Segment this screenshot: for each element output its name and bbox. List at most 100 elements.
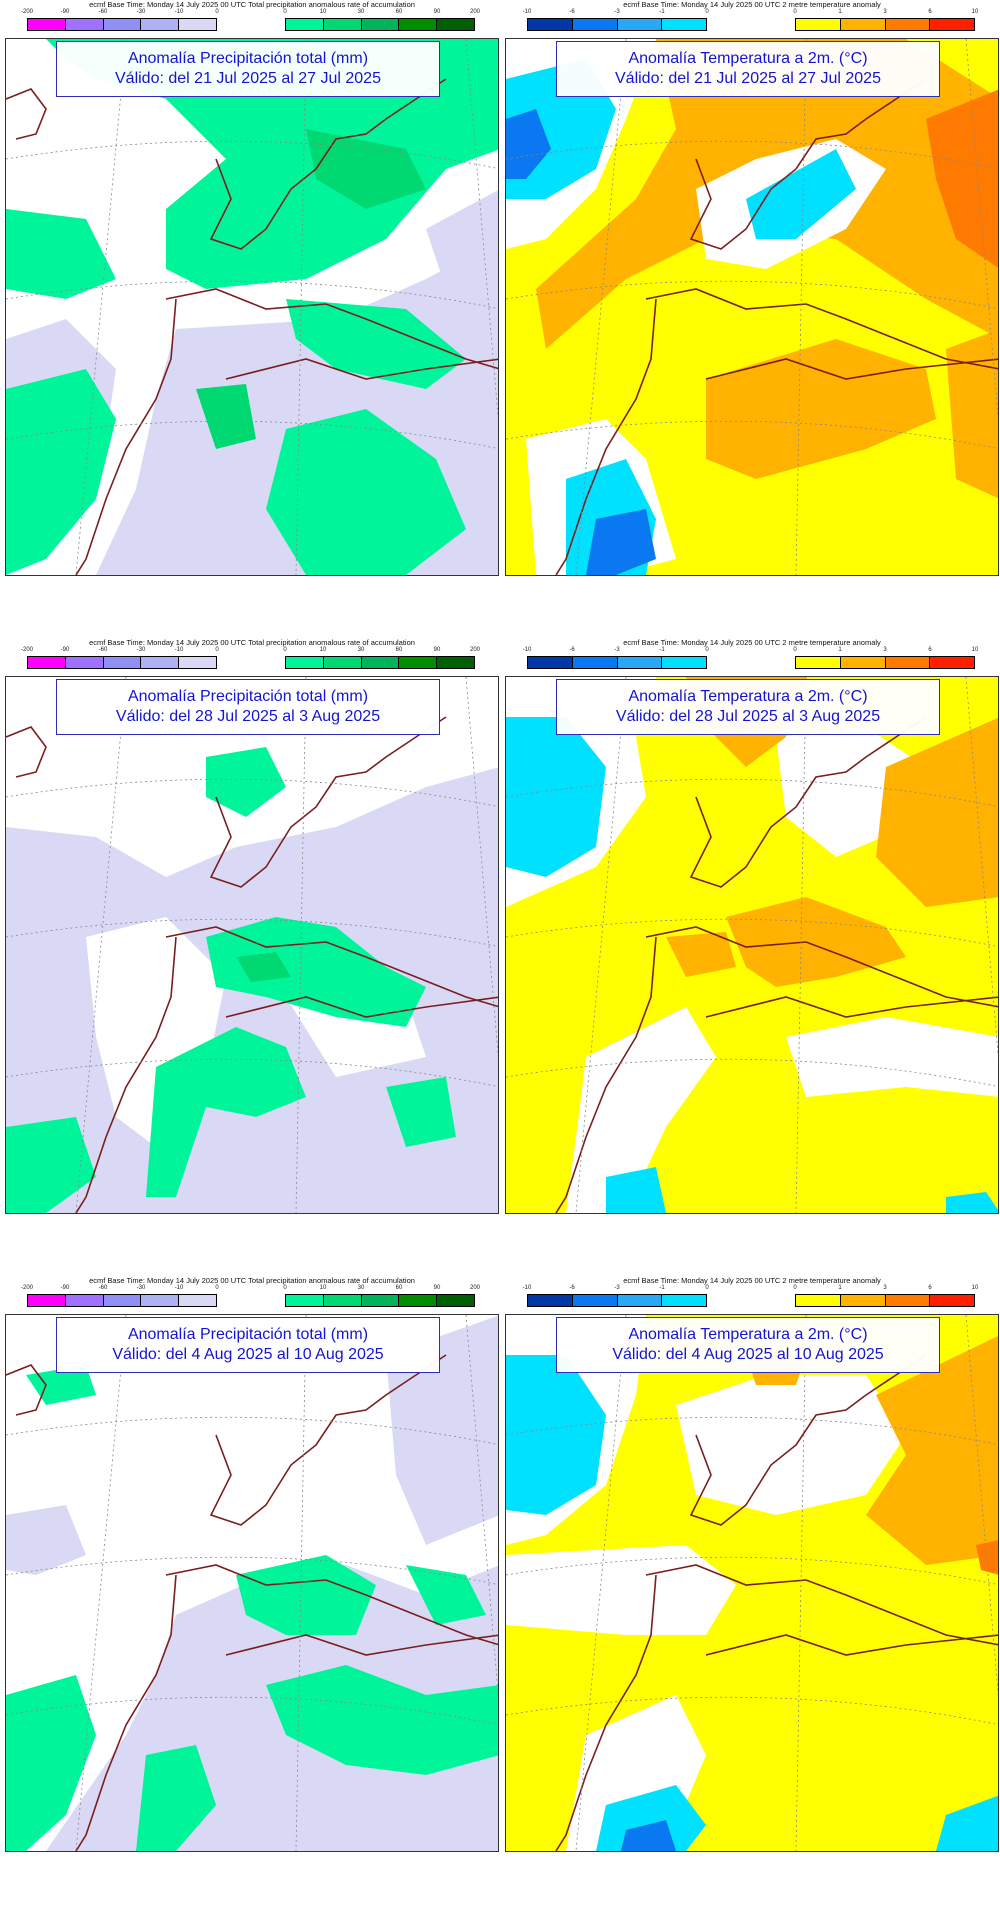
colorbar-tick: -10 — [174, 647, 184, 653]
coastline — [165, 1564, 498, 1646]
panel-title-box: Anomalía Precipitación total (mm) Válido… — [56, 1317, 440, 1373]
colorbar-swatch — [437, 657, 474, 668]
precip-map[interactable]: Anomalía Precipitación total (mm) Válido… — [5, 38, 499, 576]
colorbar-swatches — [27, 656, 217, 669]
colorbar-swatch — [930, 657, 974, 668]
temp-map[interactable]: Anomalía Temperatura a 2m. (°C) Válido: … — [505, 1314, 999, 1852]
precip-surplus-area — [6, 1117, 96, 1213]
temp-colorbar: ecmf Base Time: Monday 14 July 2025 00 U… — [505, 0, 999, 38]
colorbar-tick: 90 — [433, 1285, 441, 1291]
colorbar-swatches — [285, 18, 475, 31]
coastline — [75, 936, 177, 1213]
coastline — [6, 1364, 47, 1416]
coastline — [555, 298, 657, 575]
coastline — [75, 1574, 177, 1851]
colorbar-swatch — [141, 1295, 180, 1306]
temp-warm-area — [876, 717, 998, 907]
temp-warm-area — [726, 897, 906, 987]
temp-colorbar: ecmf Base Time: Monday 14 July 2025 00 U… — [505, 638, 999, 676]
colorbar-tick: -30 — [136, 1285, 146, 1291]
graticule — [465, 677, 498, 1059]
temp-cool-area — [946, 1192, 998, 1213]
colorbar-swatch — [662, 657, 706, 668]
colorbar-tick: 30 — [357, 9, 365, 15]
precip-panel-week3: ecmf Base Time: Monday 14 July 2025 00 U… — [5, 1276, 499, 1876]
colorbar-tick: -3 — [614, 9, 620, 15]
colorbar-swatch — [65, 657, 104, 668]
temp-anomaly-field — [506, 677, 998, 1213]
graticule — [795, 39, 807, 575]
coastline — [705, 358, 998, 380]
colorbar-tick: 3 — [883, 647, 887, 653]
graticule — [465, 1315, 498, 1697]
colorbar-tick: 1 — [838, 1285, 842, 1291]
colorbar-swatches — [27, 1294, 217, 1307]
coastline — [689, 78, 927, 250]
temp-cool-area — [746, 149, 856, 239]
colorbar-positive: 0 1 3 6 10 — [793, 1285, 978, 1313]
precip-panel-week2: ecmf Base Time: Monday 14 July 2025 00 U… — [5, 638, 499, 1238]
temp-anomaly-field — [506, 1315, 998, 1851]
colorbar-swatches — [285, 656, 475, 669]
temp-cool-area — [606, 1167, 666, 1213]
precip-surplus-area — [6, 209, 116, 299]
colorbar-swatches — [795, 656, 975, 669]
colorbar-tick: -6 — [569, 647, 575, 653]
colorbar-header: ecmf Base Time: Monday 14 July 2025 00 U… — [89, 0, 415, 9]
temp-warm-strong — [926, 89, 998, 268]
colorbar-tick: -6 — [569, 9, 575, 15]
temp-warm-strong — [976, 1540, 998, 1575]
colorbar-tick: 10 — [319, 9, 327, 15]
colorbar-tick: 200 — [469, 9, 481, 15]
colorbar-tick: 60 — [395, 647, 403, 653]
temp-map[interactable]: Anomalía Temperatura a 2m. (°C) Válido: … — [505, 38, 999, 576]
colorbar-tick: 0 — [793, 9, 797, 15]
colorbar-tick: -90 — [60, 647, 70, 653]
colorbar-swatches — [27, 18, 217, 31]
colorbar-tick: 60 — [395, 9, 403, 15]
colorbar-tick: -10 — [522, 9, 532, 15]
precip-surplus-area — [206, 747, 286, 817]
coastline — [689, 716, 927, 888]
colorbar-swatch — [361, 19, 400, 30]
panel-validity: Válido: del 21 Jul 2025 al 27 Jul 2025 — [115, 70, 381, 87]
colorbar-swatch — [361, 657, 400, 668]
precip-surplus-area — [6, 1675, 96, 1851]
colorbar-header: ecmf Base Time: Monday 14 July 2025 00 U… — [623, 0, 881, 9]
panel-title: Anomalía Precipitación total (mm) — [127, 1326, 369, 1343]
colorbar-swatch — [840, 19, 886, 30]
precip-deficit-area — [386, 1315, 498, 1545]
coastline — [75, 298, 177, 575]
graticule — [965, 677, 998, 1059]
temp-map[interactable]: Anomalía Temperatura a 2m. (°C) Válido: … — [505, 676, 999, 1214]
panel-title: Anomalía Temperatura a 2m. (°C) — [628, 688, 868, 705]
precip-surplus-area — [406, 1565, 486, 1625]
colorbar-swatch — [572, 1295, 618, 1306]
colorbar-header: ecmf Base Time: Monday 14 July 2025 00 U… — [623, 1276, 881, 1285]
temp-cool-area — [596, 1785, 706, 1851]
colorbar-tick: -200 — [20, 647, 34, 653]
temp-warm-area — [666, 932, 736, 977]
precip-map[interactable]: Anomalía Precipitación total (mm) Válido… — [5, 1314, 499, 1852]
colorbar-swatch — [141, 657, 180, 668]
colorbar-swatch — [399, 1295, 438, 1306]
panel-validity: Válido: del 28 Jul 2025 al 3 Aug 2025 — [115, 708, 381, 725]
precip-colorbar: ecmf Base Time: Monday 14 July 2025 00 U… — [5, 638, 499, 676]
panel-validity: Válido: del 4 Aug 2025 al 10 Aug 2025 — [612, 1346, 884, 1363]
colorbar-tick: 0 — [705, 1285, 709, 1291]
precip-colorbar: ecmf Base Time: Monday 14 July 2025 00 U… — [5, 0, 499, 38]
panel-title-box: Anomalía Precipitación total (mm) Válido… — [56, 41, 440, 97]
colorbar-header: ecmf Base Time: Monday 14 July 2025 00 U… — [623, 638, 881, 647]
colorbar-swatch — [796, 19, 841, 30]
colorbar-swatch — [885, 19, 931, 30]
colorbar-swatch — [323, 1295, 362, 1306]
coastline — [689, 1354, 927, 1526]
colorbar-swatch — [437, 19, 474, 30]
colorbar-swatches — [795, 1294, 975, 1307]
temp-warm-area — [946, 329, 998, 499]
graticule — [965, 39, 998, 421]
colorbar-tick: -60 — [98, 1285, 108, 1291]
colorbar-tick: 30 — [357, 1285, 365, 1291]
precip-map[interactable]: Anomalía Precipitación total (mm) Válido… — [5, 676, 499, 1214]
colorbar-tick: -90 — [60, 1285, 70, 1291]
